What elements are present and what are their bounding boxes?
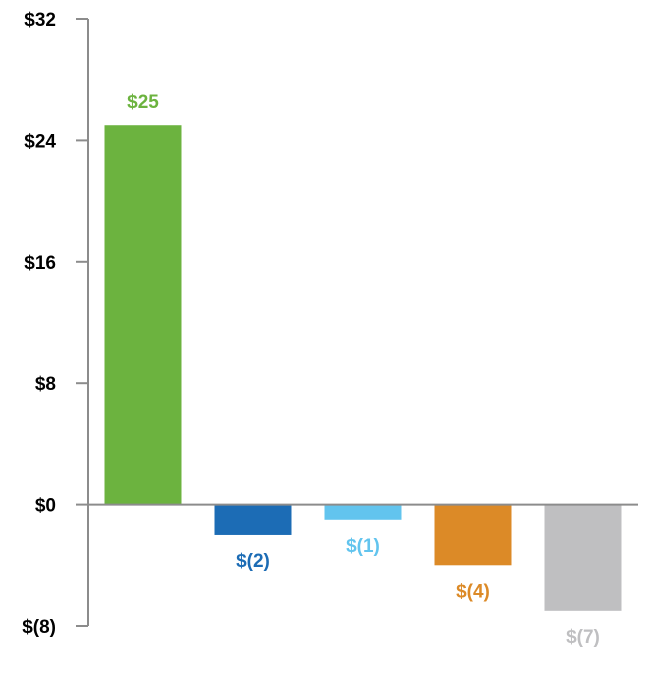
bar <box>434 504 512 566</box>
data-label: $(4) <box>456 581 490 602</box>
bar <box>104 125 182 505</box>
y-tick-label: $(8) <box>22 617 56 638</box>
y-axis: $32 $24 $16 $8 $0 $(8) <box>22 10 89 638</box>
y-tick-label: $16 <box>24 253 56 274</box>
data-label: $25 <box>127 92 159 113</box>
data-label: $(2) <box>236 551 270 572</box>
bar <box>544 504 622 611</box>
data-label: $(7) <box>566 627 600 648</box>
y-tick-label: $32 <box>24 10 56 31</box>
bars <box>104 125 622 611</box>
y-tick-label: $0 <box>35 496 56 517</box>
data-label: $(1) <box>346 536 380 557</box>
data-labels: $25 $(2) $(1) $(4) $(7) <box>127 92 600 648</box>
bar <box>214 504 292 535</box>
y-tick-label: $24 <box>24 131 56 152</box>
y-tick-label: $8 <box>35 374 56 395</box>
bar <box>324 504 402 520</box>
